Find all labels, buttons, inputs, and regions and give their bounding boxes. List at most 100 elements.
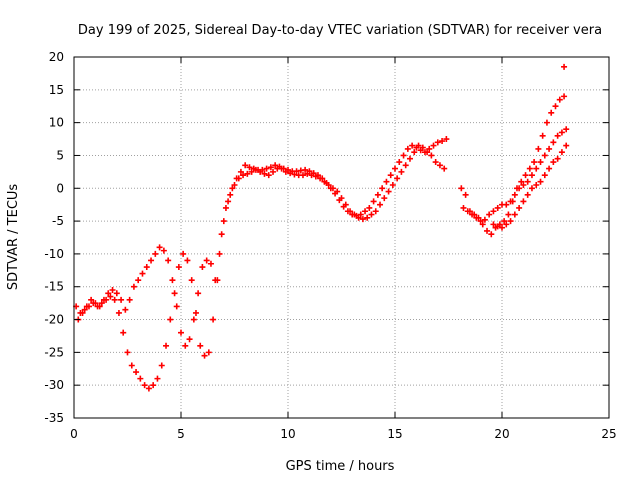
x-axis-label: GPS time / hours bbox=[286, 459, 395, 474]
data-point bbox=[558, 129, 565, 136]
data-point bbox=[122, 306, 129, 313]
data-point bbox=[137, 375, 144, 382]
data-point bbox=[499, 224, 505, 231]
data-point bbox=[148, 257, 155, 264]
data-point bbox=[263, 165, 270, 172]
y-tick-label: -30 bbox=[44, 378, 64, 392]
data-point bbox=[503, 221, 510, 228]
data-point bbox=[505, 211, 512, 218]
data-point bbox=[561, 93, 568, 100]
data-point bbox=[554, 155, 561, 162]
data-point bbox=[212, 277, 219, 284]
data-point bbox=[490, 221, 497, 228]
data-point bbox=[524, 191, 531, 198]
data-point bbox=[359, 216, 366, 223]
data-point bbox=[381, 195, 388, 202]
data-point bbox=[344, 208, 351, 215]
data-point bbox=[173, 303, 180, 310]
data-point bbox=[113, 290, 120, 297]
data-point bbox=[248, 168, 255, 175]
data-point bbox=[92, 300, 99, 307]
data-point bbox=[259, 166, 266, 173]
data-point bbox=[520, 198, 527, 205]
grid bbox=[74, 57, 609, 418]
data-point bbox=[165, 257, 172, 264]
data-point bbox=[126, 296, 133, 303]
data-point bbox=[379, 185, 386, 192]
data-point bbox=[374, 191, 381, 198]
data-point bbox=[357, 211, 364, 218]
data-point bbox=[366, 204, 373, 211]
data-point bbox=[115, 309, 122, 316]
data-point bbox=[481, 216, 488, 223]
data-point bbox=[158, 362, 165, 369]
data-point bbox=[464, 208, 471, 215]
data-point bbox=[203, 257, 210, 264]
data-point bbox=[152, 250, 159, 257]
data-point bbox=[81, 306, 88, 313]
y-tick-label: -10 bbox=[44, 247, 64, 261]
data-point bbox=[550, 139, 557, 146]
data-point bbox=[537, 178, 544, 185]
data-point bbox=[250, 165, 257, 172]
data-point bbox=[218, 231, 225, 238]
data-point bbox=[169, 277, 176, 284]
data-point bbox=[150, 382, 157, 389]
chart-title: Day 199 of 2025, Sidereal Day-to-day VTE… bbox=[78, 23, 602, 38]
data-point bbox=[409, 142, 416, 149]
data-point bbox=[141, 382, 148, 389]
data-point bbox=[552, 103, 559, 110]
data-point bbox=[484, 227, 491, 234]
data-point bbox=[546, 145, 553, 152]
data-point bbox=[88, 296, 95, 303]
data-point bbox=[556, 96, 563, 103]
data-point bbox=[554, 132, 561, 139]
data-point bbox=[265, 172, 272, 179]
data-point bbox=[199, 264, 206, 271]
data-point bbox=[462, 191, 469, 198]
data-point bbox=[417, 147, 424, 154]
data-point bbox=[225, 198, 232, 205]
data-point bbox=[394, 175, 401, 182]
data-point bbox=[537, 159, 544, 166]
data-point bbox=[539, 132, 546, 139]
data-point bbox=[430, 142, 437, 149]
data-point bbox=[96, 303, 103, 310]
data-point bbox=[370, 198, 377, 205]
x-tick-label: 5 bbox=[177, 427, 185, 441]
y-tick-label: -15 bbox=[44, 280, 64, 294]
data-point bbox=[362, 208, 369, 215]
data-point bbox=[441, 165, 448, 172]
data-points bbox=[73, 63, 570, 392]
data-point bbox=[280, 165, 287, 172]
data-point bbox=[201, 352, 208, 359]
data-point bbox=[135, 277, 142, 284]
data-point bbox=[494, 223, 501, 230]
data-point bbox=[353, 212, 360, 219]
data-point bbox=[285, 166, 291, 173]
series-4 bbox=[490, 142, 570, 231]
data-point bbox=[535, 145, 542, 152]
data-point bbox=[396, 159, 403, 166]
data-point bbox=[490, 208, 497, 215]
data-point bbox=[195, 290, 202, 297]
data-point bbox=[190, 316, 197, 323]
data-point bbox=[314, 172, 321, 179]
data-point bbox=[524, 178, 531, 185]
data-point bbox=[400, 152, 407, 159]
data-point bbox=[130, 283, 137, 290]
data-point bbox=[143, 264, 150, 271]
data-point bbox=[156, 244, 163, 251]
data-point bbox=[124, 349, 131, 356]
data-point bbox=[323, 180, 330, 187]
data-point bbox=[340, 203, 347, 210]
data-point bbox=[501, 218, 508, 225]
data-point bbox=[543, 119, 550, 126]
data-point bbox=[128, 362, 135, 369]
data-point bbox=[550, 159, 557, 166]
data-point bbox=[180, 250, 187, 257]
y-tick-label: 15 bbox=[49, 83, 64, 97]
data-point bbox=[458, 185, 465, 192]
data-point bbox=[118, 296, 125, 303]
data-point bbox=[503, 201, 510, 208]
